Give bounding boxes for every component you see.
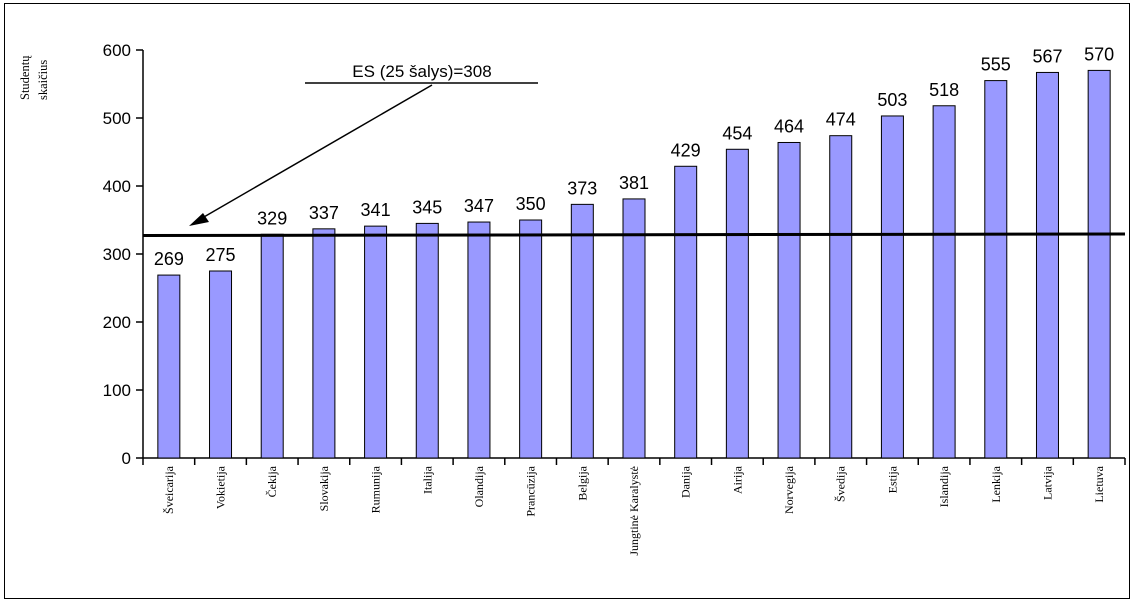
data-labels: 269 275 329 337 341 345 347 350 373 381 429 454 464 4… — [154, 44, 1114, 269]
category-label: Prancūzija — [524, 465, 538, 516]
data-label: 345 — [412, 197, 442, 217]
y-axis-title-line-2: skaičius — [36, 60, 50, 100]
data-label: 570 — [1084, 44, 1114, 64]
bar — [1035, 71, 1059, 459]
category-label: Norvegija — [782, 465, 796, 514]
data-label: 329 — [257, 208, 287, 228]
data-label: 518 — [929, 80, 959, 100]
bar — [312, 228, 336, 459]
y-axis: 0 100 200 300 400 500 600 — [103, 41, 144, 468]
category-label: Lenkija — [989, 465, 1003, 502]
y-tick-label: 500 — [103, 109, 131, 128]
bar — [1087, 69, 1111, 459]
y-tick-label: 0 — [122, 449, 131, 468]
data-label: 341 — [361, 200, 391, 220]
reference-arrow-line — [196, 84, 433, 222]
bar — [725, 148, 749, 459]
bar — [209, 270, 233, 459]
category-label: Islandija — [937, 465, 951, 507]
category-label: Italija — [420, 465, 434, 494]
reference-annotation: ES (25 šalys)=308 — [142, 62, 1126, 237]
data-label: 555 — [981, 55, 1011, 75]
bar — [984, 80, 1008, 459]
bar — [570, 203, 594, 459]
data-label: 350 — [516, 194, 546, 214]
reference-arrow-head — [189, 213, 209, 226]
category-label: Danija — [679, 465, 693, 498]
bar — [880, 115, 904, 459]
bar — [415, 222, 439, 459]
data-label: 464 — [774, 116, 804, 136]
data-label: 275 — [206, 245, 236, 265]
data-label: 347 — [464, 196, 494, 216]
reference-line — [142, 232, 1126, 237]
bar — [829, 135, 853, 459]
bar — [674, 165, 698, 459]
y-tick-label: 600 — [103, 41, 131, 60]
reference-line-label: ES (25 šalys)=308 — [352, 62, 491, 81]
bar — [260, 233, 284, 459]
category-label: Estija — [885, 465, 899, 493]
category-label: Belgija — [575, 465, 589, 500]
data-label: 503 — [877, 90, 907, 110]
data-label: 373 — [567, 178, 597, 198]
category-label: Olandija — [472, 465, 486, 507]
y-axis-title: Studentų skaičius — [18, 55, 50, 100]
bar — [622, 198, 646, 459]
bar — [364, 225, 388, 459]
data-label: 381 — [619, 173, 649, 193]
category-label: Latvija — [1040, 465, 1054, 500]
y-tick-label: 200 — [103, 313, 131, 332]
category-label: Rumunija — [369, 465, 383, 513]
category-label: Airija — [730, 465, 744, 494]
category-label: Švedija — [834, 465, 848, 502]
bar — [157, 274, 181, 459]
data-label: 429 — [671, 140, 701, 160]
y-axis-title-line-1: Studentų — [18, 55, 32, 100]
data-label: 269 — [154, 249, 184, 269]
data-label: 474 — [826, 110, 856, 130]
category-label: Jungtinė Karalystė — [627, 466, 641, 556]
category-labels: Šveicarija Vokietija Čekija Slovakija Rumuni… — [162, 465, 1106, 555]
data-label: 454 — [722, 123, 752, 143]
category-label: Šveicarija — [162, 465, 176, 514]
bar — [519, 219, 543, 459]
y-tick-label: 300 — [103, 245, 131, 264]
y-tick-label: 400 — [103, 177, 131, 196]
bar — [777, 141, 801, 459]
bar — [467, 221, 491, 459]
bars — [157, 69, 1111, 459]
data-label: 337 — [309, 203, 339, 223]
y-tick-label: 100 — [103, 381, 131, 400]
category-label: Lietuva — [1092, 465, 1106, 502]
category-label: Čekija — [265, 465, 279, 497]
data-label: 567 — [1032, 46, 1062, 66]
category-label: Vokietija — [214, 465, 228, 509]
x-axis — [142, 457, 1126, 465]
bar — [932, 105, 956, 459]
category-label: Slovakija — [317, 465, 331, 511]
